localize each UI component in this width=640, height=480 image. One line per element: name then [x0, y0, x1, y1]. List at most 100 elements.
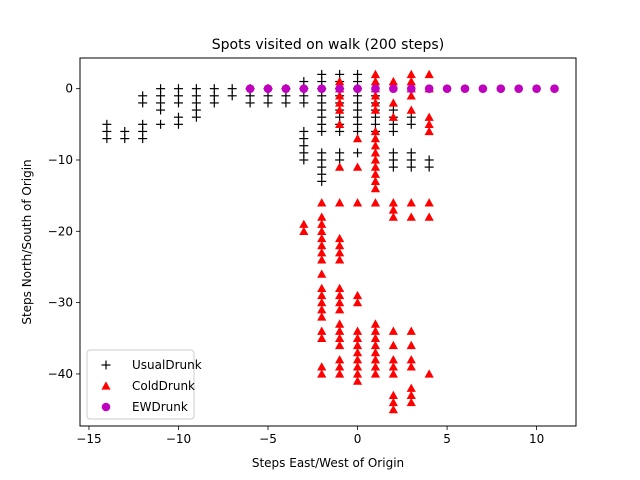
legend: UsualDrunk ColdDrunk EWDrunk: [86, 349, 202, 420]
point-colddrunk: [406, 390, 416, 400]
plot-area-frame: [79, 57, 577, 427]
point-colddrunk: [335, 98, 345, 107]
point-colddrunk: [424, 119, 434, 129]
y-tick-label: −10: [48, 153, 73, 167]
point-colddrunk: [335, 369, 345, 378]
legend-item-colddrunk: ColdDrunk: [101, 379, 195, 393]
point-usualdrunk: [102, 134, 112, 144]
point-colddrunk: [388, 98, 398, 107]
point-colddrunk: [406, 362, 416, 371]
y-tick-label: −20: [48, 224, 73, 238]
x-tick-label: 0: [354, 432, 362, 446]
y-tick-label: −40: [48, 367, 73, 381]
point-colddrunk: [352, 198, 363, 207]
point-colddrunk: [406, 397, 416, 407]
point-ewdrunk: [299, 84, 309, 93]
point-colddrunk: [370, 183, 381, 193]
x-axis-title: Steps East/West of Origin: [252, 456, 404, 470]
y-tick-label: −30: [48, 296, 73, 310]
point-colddrunk: [370, 162, 381, 171]
point-colddrunk: [335, 355, 345, 364]
point-colddrunk: [299, 226, 309, 235]
point-colddrunk: [317, 255, 327, 264]
point-usualdrunk: [138, 98, 148, 108]
point-colddrunk: [370, 98, 381, 107]
point-usualdrunk: [317, 126, 327, 136]
point-colddrunk: [352, 340, 363, 350]
point-colddrunk: [388, 404, 398, 414]
point-colddrunk: [406, 326, 416, 335]
point-colddrunk: [352, 347, 363, 357]
point-colddrunk: [370, 126, 381, 136]
y-axis-title: Steps North/South of Origin: [20, 159, 34, 324]
point-ewdrunk: [442, 84, 452, 93]
point-colddrunk: [406, 212, 416, 221]
point-colddrunk: [388, 369, 398, 378]
point-colddrunk: [424, 112, 434, 121]
point-ewdrunk: [263, 84, 273, 93]
series-usualdrunk: [102, 69, 434, 186]
point-colddrunk: [335, 91, 345, 100]
point-colddrunk: [370, 355, 381, 364]
y-tick-label: 0: [65, 82, 73, 96]
chart-title: Spots visited on walk (200 steps): [212, 37, 444, 53]
point-colddrunk: [317, 219, 327, 228]
point-colddrunk: [370, 340, 381, 350]
point-colddrunk: [335, 305, 345, 314]
point-colddrunk: [352, 376, 363, 385]
point-colddrunk: [388, 76, 398, 86]
x-tick-label: 10: [529, 432, 544, 446]
point-usualdrunk: [173, 98, 183, 108]
point-ewdrunk: [496, 84, 506, 93]
point-colddrunk: [406, 69, 416, 79]
point-colddrunk: [406, 76, 416, 86]
point-colddrunk: [352, 326, 363, 335]
point-colddrunk: [335, 326, 345, 335]
point-colddrunk: [352, 298, 363, 307]
point-usualdrunk: [245, 98, 255, 108]
point-colddrunk: [335, 248, 345, 257]
point-colddrunk: [317, 333, 327, 342]
point-colddrunk: [388, 112, 398, 121]
point-colddrunk: [317, 269, 327, 278]
point-usualdrunk: [191, 112, 201, 122]
point-colddrunk: [352, 355, 363, 364]
point-usualdrunk: [424, 162, 434, 172]
point-colddrunk: [370, 326, 381, 335]
x-axis: −15 −10 −5 0 5 10: [76, 426, 544, 446]
point-usualdrunk: [209, 98, 219, 108]
point-colddrunk: [388, 390, 398, 400]
point-colddrunk: [406, 383, 416, 392]
point-ewdrunk: [532, 84, 541, 93]
point-colddrunk: [370, 141, 381, 150]
point-colddrunk: [388, 198, 398, 207]
point-colddrunk: [406, 198, 416, 207]
point-colddrunk: [406, 355, 416, 364]
legend-label-colddrunk: ColdDrunk: [132, 379, 195, 393]
point-colddrunk: [370, 369, 381, 378]
point-usualdrunk: [406, 162, 416, 172]
point-ewdrunk: [550, 84, 559, 93]
point-usualdrunk: [138, 134, 148, 144]
point-colddrunk: [317, 248, 327, 257]
point-colddrunk: [370, 91, 381, 100]
point-colddrunk: [352, 133, 363, 143]
point-usualdrunk: [406, 119, 416, 129]
point-colddrunk: [352, 162, 363, 171]
point-colddrunk: [299, 219, 309, 228]
point-colddrunk: [335, 362, 345, 371]
point-ewdrunk: [245, 84, 255, 93]
point-colddrunk: [335, 333, 345, 342]
point-colddrunk: [335, 255, 345, 264]
point-colddrunk: [388, 212, 398, 221]
point-colddrunk: [335, 290, 345, 300]
legend-item-ewdrunk: EWDrunk: [101, 400, 188, 414]
point-colddrunk: [388, 397, 398, 407]
point-colddrunk: [335, 105, 345, 114]
plot-marks: [102, 69, 559, 414]
point-colddrunk: [424, 126, 434, 136]
point-colddrunk: [370, 198, 381, 207]
point-ewdrunk: [389, 84, 398, 93]
point-ewdrunk: [460, 84, 470, 93]
point-colddrunk: [370, 362, 381, 371]
